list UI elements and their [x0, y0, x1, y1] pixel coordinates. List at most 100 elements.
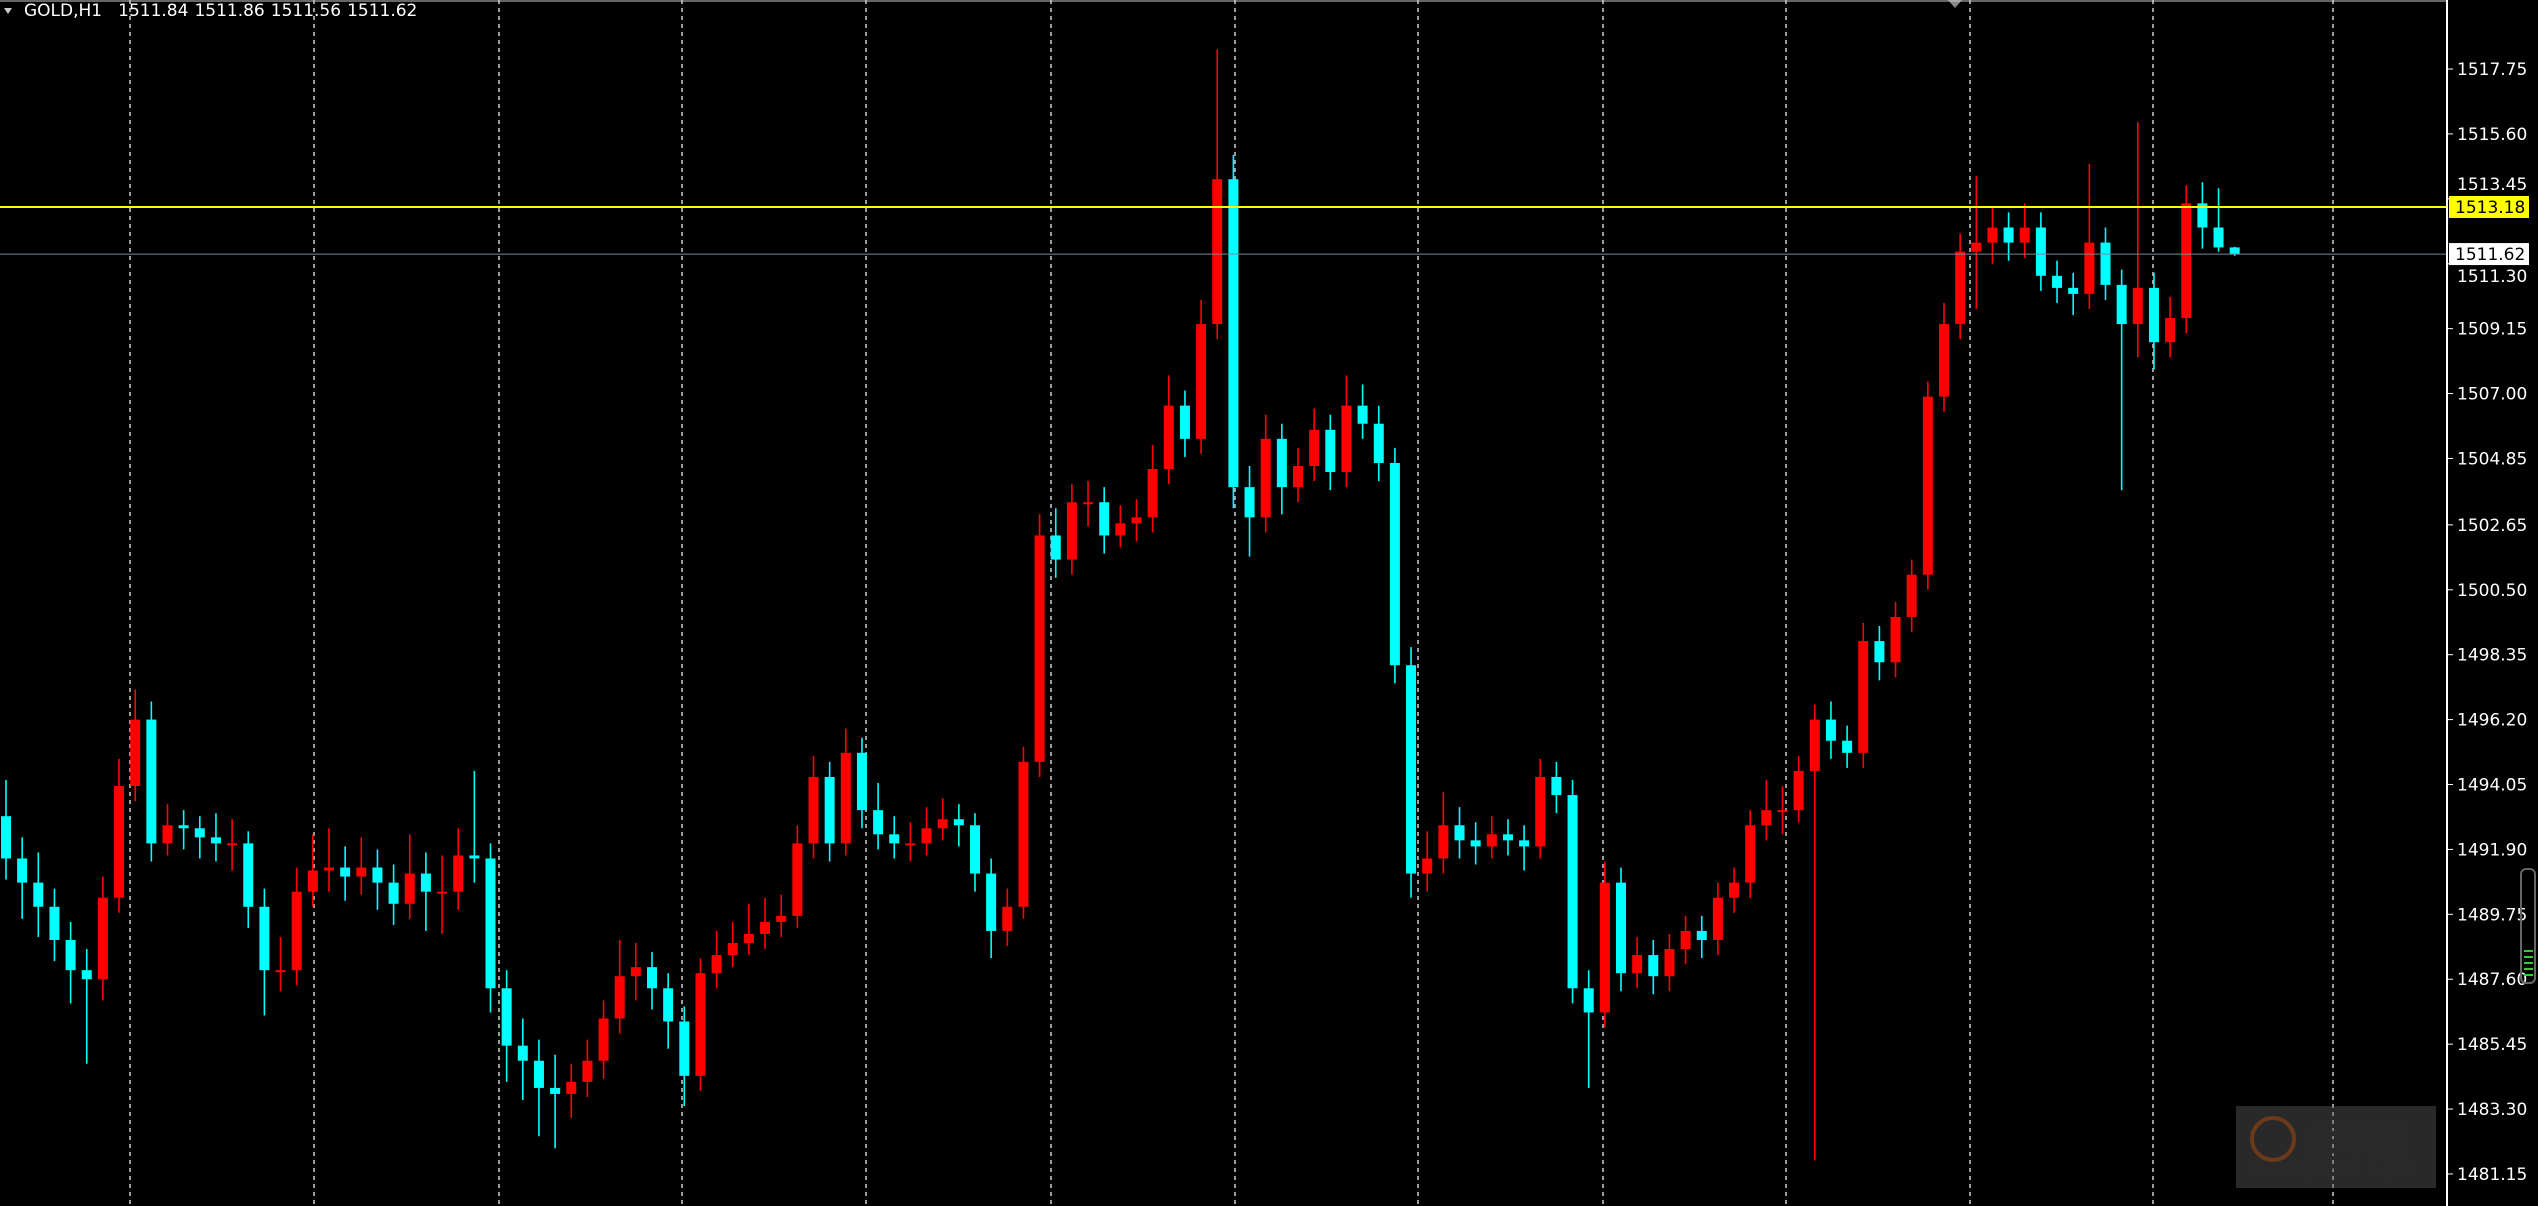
candle-body [614, 976, 625, 1019]
candle [1664, 933, 1675, 992]
candle-body [986, 873, 997, 931]
candle [178, 810, 189, 850]
candle [1099, 487, 1110, 554]
candle [259, 888, 270, 1016]
candle [1293, 447, 1303, 503]
candle-body [1034, 535, 1045, 762]
candle-body [356, 867, 367, 877]
candle-body [1018, 761, 1029, 907]
candle [1502, 819, 1513, 856]
candle-body [1890, 616, 1901, 663]
candle-body [727, 943, 738, 956]
candle-body [340, 867, 351, 877]
candle [1906, 559, 1917, 633]
candle [792, 825, 803, 928]
bid-price-text: 1511.62 [2455, 245, 2525, 265]
candle [501, 970, 512, 1082]
axis-tick-label: 1502.65 [2457, 516, 2527, 536]
candle [1712, 882, 1723, 956]
candle-body [1438, 825, 1449, 859]
candle-body [711, 955, 722, 974]
candle [550, 1054, 561, 1149]
candle [1939, 302, 1949, 412]
candle-body [2068, 287, 2079, 294]
candle [469, 770, 480, 883]
candle [1163, 375, 1174, 485]
candle-body [1906, 574, 1917, 617]
candle [453, 828, 464, 910]
candle [146, 701, 157, 862]
candle [856, 737, 867, 829]
candle-body [17, 858, 28, 883]
candle [840, 728, 851, 856]
candle [695, 958, 706, 1091]
candle-body [210, 837, 221, 844]
candle [1745, 810, 1756, 898]
candle [2019, 203, 2030, 258]
candle [1616, 867, 1626, 992]
candle [1389, 447, 1400, 684]
candle-body [97, 897, 108, 980]
candle-body [2213, 227, 2224, 248]
candle-body [372, 867, 383, 883]
candle [2132, 121, 2143, 358]
candle [2165, 296, 2176, 358]
chart-scale-slider[interactable] [2520, 868, 2536, 984]
candle-body [501, 988, 512, 1046]
candle [130, 689, 141, 802]
candle [1002, 888, 1013, 947]
candle [1131, 499, 1142, 542]
candle-body [1535, 776, 1546, 847]
candle-body [65, 939, 76, 971]
candle-body [743, 933, 754, 944]
candle-body [162, 825, 173, 844]
candle [1809, 704, 1820, 1161]
candle-body [1083, 502, 1094, 505]
ohlc-low: 1511.56 [270, 1, 342, 21]
candle-body [81, 970, 92, 980]
candle-body [1858, 641, 1869, 753]
candle-body [1099, 502, 1110, 536]
candle [1632, 936, 1643, 989]
candle [727, 921, 738, 968]
candle [420, 852, 431, 931]
candle-body [647, 967, 657, 989]
candle-body [1922, 396, 1933, 575]
candle-body [1712, 897, 1723, 940]
axis-tick-label: 1515.60 [2457, 125, 2527, 145]
candle-body [1486, 834, 1497, 847]
candle-body [1212, 179, 1223, 325]
candle [1066, 484, 1077, 575]
candle-body [776, 915, 787, 922]
candle-body [1276, 438, 1287, 488]
candle [1260, 414, 1271, 533]
shift-marker-icon[interactable] [1948, 0, 1962, 8]
candle-body [291, 891, 302, 971]
candle-body [1583, 988, 1594, 1013]
candle [582, 1039, 593, 1097]
candle [388, 864, 399, 925]
candle-body [1325, 429, 1336, 473]
candle-body [2197, 203, 2208, 228]
candle [2181, 185, 2192, 334]
candle-body [1357, 405, 1368, 424]
axis-tick-label: 1509.15 [2457, 320, 2527, 340]
candle [1890, 601, 1901, 678]
window-menu-icon[interactable] [4, 8, 12, 14]
candle-body [194, 828, 205, 838]
candle-body [1454, 825, 1465, 841]
candle [1729, 867, 1740, 913]
candle [2148, 272, 2159, 370]
candle [1761, 779, 1772, 841]
candle [404, 834, 415, 919]
candle-body [1406, 665, 1417, 874]
candle-body [808, 776, 819, 844]
axis-tick-label: 1511.30 [2457, 267, 2527, 287]
candle-body [2035, 227, 2046, 276]
candle-body [146, 719, 157, 844]
candle [647, 952, 657, 1010]
price-axis[interactable]: 1517.75 1515.60 1513.45 1511.30 1509.15 1507.… [2447, 60, 2527, 1185]
candle [33, 852, 44, 937]
